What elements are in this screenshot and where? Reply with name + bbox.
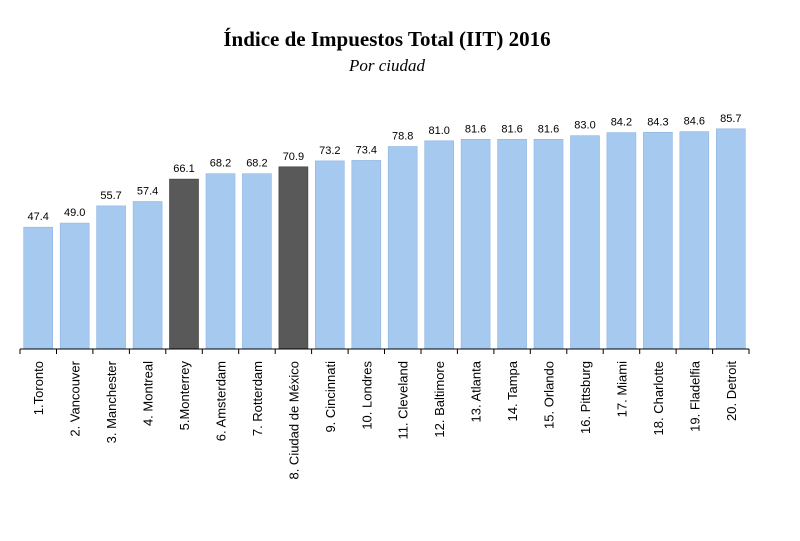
data-label: 81.6 [465, 123, 486, 135]
data-label: 57.4 [137, 186, 158, 198]
bar [679, 131, 710, 350]
data-label: 81.6 [501, 123, 522, 135]
data-label: 81.0 [428, 125, 449, 137]
tick-label: 9. Cincinnati [323, 361, 338, 433]
tick-label: 13. Atlanta [469, 360, 484, 422]
tick-label: 6. Amsterdam [214, 361, 229, 441]
data-label: 70.9 [283, 151, 304, 163]
data-label: 68.2 [246, 158, 267, 170]
tick-label: 19. Fladelfia [687, 360, 702, 432]
bar [242, 173, 272, 350]
data-label: 83.0 [574, 120, 595, 132]
tick-label: 12. Baltimore [432, 361, 447, 438]
data-label: 66.1 [173, 163, 194, 175]
bar [23, 226, 54, 350]
bar [533, 139, 564, 350]
bar [460, 139, 491, 350]
bar [715, 128, 746, 350]
tick-label: 14. Tampa [505, 360, 520, 421]
data-label: 84.6 [684, 116, 705, 128]
bar [278, 166, 309, 350]
tick-label: 4. Montreal [141, 361, 156, 426]
data-label: 73.2 [319, 145, 340, 157]
tick-label: 15. Orlando [542, 361, 557, 429]
tick-label: 8. Ciudad de México [286, 361, 301, 480]
tick-label: 17. Miami [614, 361, 629, 417]
chart-title: Índice de Impuestos Total (IIT) 2016 [223, 27, 551, 51]
bar [424, 140, 455, 350]
bar [643, 132, 673, 350]
data-label: 81.6 [538, 123, 559, 135]
tick-label: 3. Manchester [104, 360, 119, 443]
data-label: 55.7 [100, 190, 121, 202]
data-label: 78.8 [392, 131, 413, 143]
bar [497, 139, 527, 350]
bar [314, 160, 345, 350]
data-label: 84.2 [611, 117, 632, 129]
tick-label: 1.Toronto [31, 361, 46, 415]
data-label: 73.4 [356, 144, 377, 156]
bar [96, 205, 126, 350]
bar [132, 201, 163, 350]
tick-label: 5.Monterrey [177, 361, 192, 431]
bar [169, 178, 199, 350]
tick-label: 18. Charlotte [651, 361, 666, 435]
bar [351, 160, 382, 350]
data-label: 85.7 [720, 113, 741, 125]
data-label: 47.4 [27, 211, 48, 223]
tick-label: 11. Cleveland [396, 361, 411, 440]
bar [570, 135, 600, 350]
data-label: 49.0 [64, 207, 85, 219]
tick-label: 16. Pittsburg [578, 361, 593, 434]
tick-label: 2. Vancouver [68, 360, 83, 436]
bar [387, 146, 418, 350]
data-label: 84.3 [647, 116, 668, 128]
bar [205, 173, 236, 350]
tick-label: 10. Londres [359, 361, 374, 430]
bar [59, 222, 90, 350]
data-label: 68.2 [210, 158, 231, 170]
tick-label: 20. Detroit [724, 361, 739, 421]
bar [606, 132, 637, 350]
tick-label: 7. Rotterdam [250, 361, 265, 436]
chart-subtitle: Por ciudad [348, 56, 426, 75]
